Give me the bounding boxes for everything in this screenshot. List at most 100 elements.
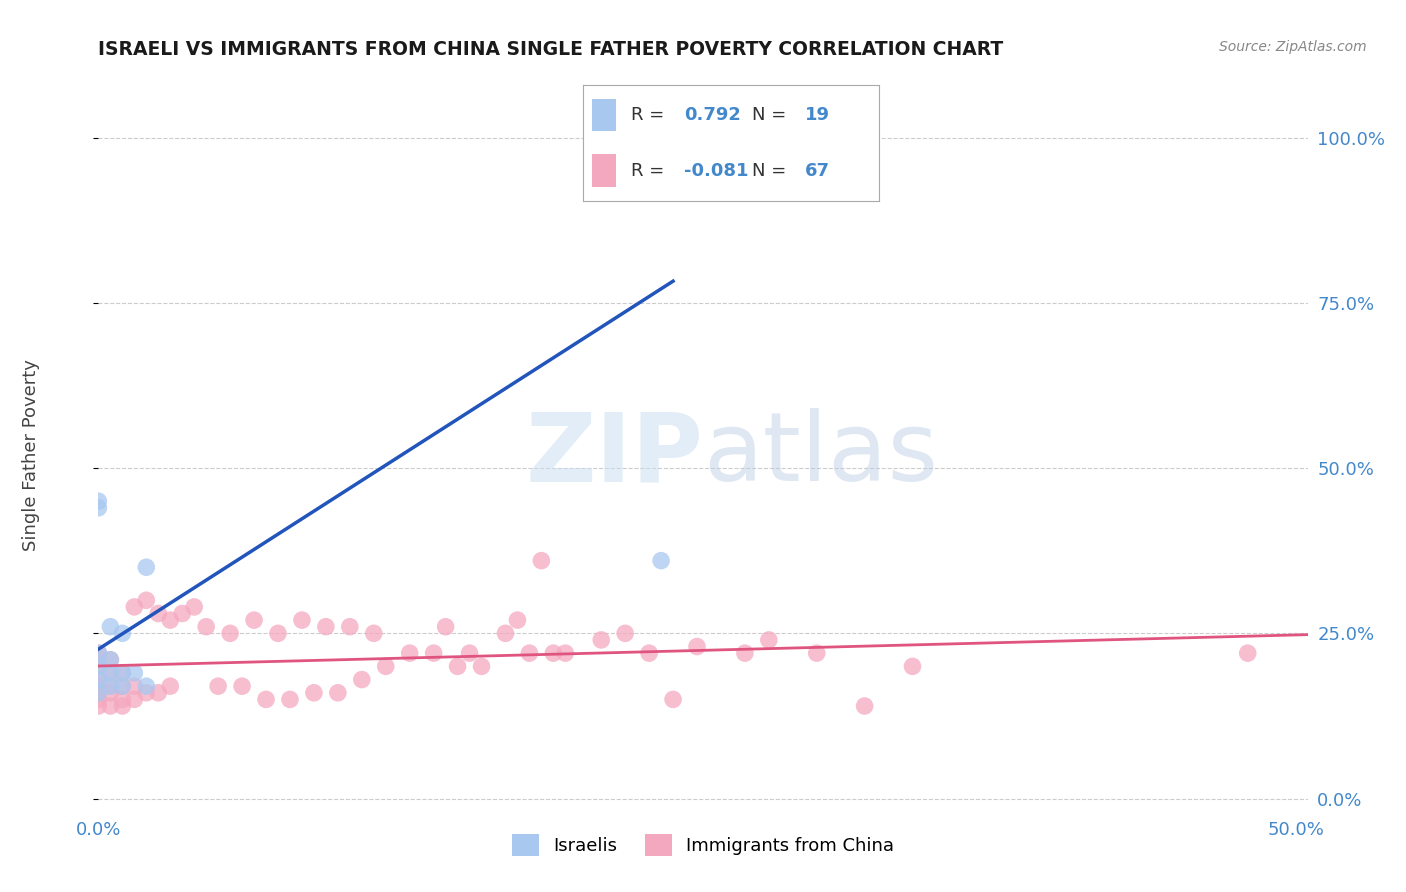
Point bbox=[591, 163, 613, 178]
Point bbox=[87, 692, 110, 706]
Point bbox=[758, 632, 780, 647]
Point bbox=[100, 653, 122, 667]
Bar bbox=[592, 99, 616, 131]
Text: 19: 19 bbox=[804, 106, 830, 124]
Point bbox=[159, 613, 181, 627]
Point bbox=[591, 632, 613, 647]
Text: N =: N = bbox=[752, 106, 792, 124]
Text: N =: N = bbox=[752, 161, 792, 179]
Point bbox=[207, 679, 229, 693]
Point bbox=[267, 626, 290, 640]
Point bbox=[100, 665, 122, 680]
Point bbox=[278, 692, 301, 706]
Point bbox=[100, 665, 122, 680]
Point bbox=[434, 620, 457, 634]
Point bbox=[87, 686, 110, 700]
Point bbox=[87, 646, 110, 660]
Point bbox=[100, 679, 122, 693]
Point bbox=[111, 679, 134, 693]
Point bbox=[111, 679, 134, 693]
Legend: Israelis, Immigrants from China: Israelis, Immigrants from China bbox=[505, 827, 901, 863]
Point bbox=[172, 607, 194, 621]
Point bbox=[853, 698, 876, 713]
Point bbox=[315, 620, 337, 634]
Text: atlas: atlas bbox=[703, 409, 938, 501]
Point bbox=[530, 554, 553, 568]
Point bbox=[100, 679, 122, 693]
Point bbox=[87, 698, 110, 713]
Point bbox=[100, 698, 122, 713]
Point bbox=[638, 646, 661, 660]
Point bbox=[446, 659, 468, 673]
Point bbox=[124, 599, 146, 614]
Point bbox=[543, 646, 565, 660]
Point bbox=[506, 613, 529, 627]
Point bbox=[734, 646, 756, 660]
Text: ZIP: ZIP bbox=[524, 409, 703, 501]
Point bbox=[159, 679, 181, 693]
Point bbox=[87, 686, 110, 700]
Point bbox=[326, 686, 349, 700]
Point bbox=[519, 646, 541, 660]
Point bbox=[195, 620, 218, 634]
Point bbox=[901, 659, 924, 673]
Point bbox=[111, 626, 134, 640]
Point bbox=[87, 653, 110, 667]
Point bbox=[87, 673, 110, 687]
Point bbox=[87, 659, 110, 673]
Point bbox=[124, 665, 146, 680]
Point bbox=[111, 665, 134, 680]
Point bbox=[135, 686, 157, 700]
Point bbox=[87, 494, 110, 508]
Point bbox=[100, 686, 122, 700]
Text: 67: 67 bbox=[804, 161, 830, 179]
Point bbox=[458, 646, 481, 660]
Point bbox=[111, 698, 134, 713]
Point bbox=[302, 686, 325, 700]
Point bbox=[135, 560, 157, 574]
Point bbox=[100, 653, 122, 667]
Point bbox=[219, 626, 242, 640]
Point bbox=[100, 620, 122, 634]
Text: R =: R = bbox=[631, 161, 669, 179]
Text: Source: ZipAtlas.com: Source: ZipAtlas.com bbox=[1219, 40, 1367, 54]
Point bbox=[554, 646, 576, 660]
Point bbox=[398, 646, 420, 660]
Point bbox=[148, 607, 170, 621]
Point bbox=[495, 626, 517, 640]
Text: 0.792: 0.792 bbox=[683, 106, 741, 124]
Text: -0.081: -0.081 bbox=[683, 161, 748, 179]
Point bbox=[254, 692, 277, 706]
Point bbox=[148, 686, 170, 700]
Point bbox=[124, 679, 146, 693]
Point bbox=[422, 646, 444, 660]
Point bbox=[111, 665, 134, 680]
Point bbox=[339, 620, 361, 634]
Point bbox=[470, 659, 492, 673]
Point bbox=[602, 157, 624, 171]
Point bbox=[614, 626, 637, 640]
Text: Single Father Poverty: Single Father Poverty bbox=[22, 359, 39, 551]
Point bbox=[291, 613, 314, 627]
Point bbox=[231, 679, 253, 693]
Point bbox=[87, 679, 110, 693]
Point bbox=[111, 692, 134, 706]
Point bbox=[374, 659, 396, 673]
Point bbox=[135, 679, 157, 693]
Point bbox=[806, 646, 828, 660]
Point bbox=[135, 593, 157, 607]
Text: ISRAELI VS IMMIGRANTS FROM CHINA SINGLE FATHER POVERTY CORRELATION CHART: ISRAELI VS IMMIGRANTS FROM CHINA SINGLE … bbox=[98, 40, 1004, 59]
Point bbox=[183, 599, 205, 614]
Point bbox=[363, 626, 385, 640]
Point bbox=[662, 692, 685, 706]
Bar bbox=[592, 154, 616, 186]
Point bbox=[350, 673, 373, 687]
Point bbox=[686, 640, 709, 654]
Point bbox=[1236, 646, 1258, 660]
Point bbox=[87, 659, 110, 673]
Point bbox=[243, 613, 266, 627]
Text: R =: R = bbox=[631, 106, 669, 124]
Point bbox=[650, 554, 672, 568]
Point bbox=[87, 673, 110, 687]
Point bbox=[87, 646, 110, 660]
